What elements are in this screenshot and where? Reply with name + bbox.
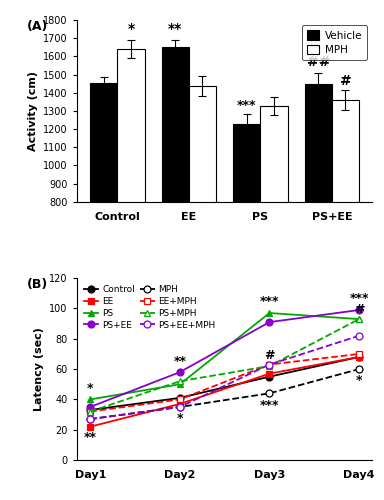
EE+MPH	[177, 396, 182, 402]
PS+EE+MPH	[267, 362, 272, 368]
Bar	[118, 49, 144, 348]
EE+MPH	[357, 351, 361, 357]
Text: **: **	[173, 354, 186, 368]
EE	[267, 370, 272, 376]
MPH	[177, 404, 182, 410]
PS	[177, 381, 182, 387]
PS+EE+MPH	[88, 416, 93, 422]
Line: PS: PS	[87, 310, 362, 403]
Line: MPH: MPH	[87, 366, 362, 422]
EE	[177, 401, 182, 407]
Text: **: **	[84, 431, 97, 444]
PS+EE	[177, 369, 182, 375]
MPH	[267, 390, 272, 396]
Text: *: *	[356, 374, 362, 386]
Control	[88, 407, 93, 413]
Text: ***: ***	[349, 292, 369, 306]
Text: (B): (B)	[26, 278, 48, 291]
PS+EE	[88, 404, 93, 410]
Text: ***: ***	[237, 99, 257, 112]
Y-axis label: Activity (cm): Activity (cm)	[28, 71, 38, 151]
Bar	[90, 82, 118, 347]
Legend: Vehicle, MPH: Vehicle, MPH	[302, 25, 367, 60]
Text: *: *	[127, 22, 134, 36]
Line: PS+EE: PS+EE	[87, 306, 362, 410]
Text: ##: ##	[306, 55, 330, 69]
Text: ***: ***	[260, 296, 279, 308]
Legend: Control, EE, PS, PS+EE, MPH, EE+MPH, PS+MPH, PS+EE+MPH: Control, EE, PS, PS+EE, MPH, EE+MPH, PS+…	[81, 282, 218, 332]
PS+EE+MPH	[177, 404, 182, 410]
EE	[357, 354, 361, 360]
Bar	[305, 84, 332, 347]
Bar	[233, 124, 260, 348]
PS+MPH	[357, 316, 361, 322]
PS	[88, 396, 93, 402]
Line: Control: Control	[87, 354, 362, 414]
Bar	[189, 86, 216, 348]
PS+EE	[267, 319, 272, 325]
PS+EE	[357, 307, 361, 313]
Control	[267, 374, 272, 380]
Text: *: *	[177, 412, 183, 424]
Bar	[332, 100, 359, 348]
Line: PS+MPH: PS+MPH	[87, 316, 362, 415]
MPH	[357, 366, 361, 372]
PS	[357, 316, 361, 322]
PS	[267, 310, 272, 316]
EE+MPH	[88, 408, 93, 414]
Bar	[260, 106, 288, 348]
Line: PS+EE+MPH: PS+EE+MPH	[87, 332, 362, 422]
Text: #: #	[339, 74, 351, 88]
Control	[357, 354, 361, 360]
EE	[88, 424, 93, 430]
Text: ***: ***	[260, 400, 279, 412]
Y-axis label: Latency (sec): Latency (sec)	[34, 327, 44, 411]
Text: #: #	[354, 303, 364, 316]
Text: (A): (A)	[26, 20, 48, 33]
Bar	[162, 48, 189, 348]
MPH	[88, 416, 93, 422]
Text: *: *	[87, 382, 93, 395]
PS+EE+MPH	[357, 333, 361, 339]
Line: EE: EE	[87, 354, 362, 430]
PS+MPH	[267, 363, 272, 369]
PS+MPH	[88, 408, 93, 414]
Control	[177, 395, 182, 401]
Text: **: **	[168, 22, 182, 36]
Text: #: #	[264, 348, 275, 362]
PS+MPH	[177, 378, 182, 384]
EE+MPH	[267, 362, 272, 368]
Line: EE+MPH: EE+MPH	[87, 350, 362, 415]
